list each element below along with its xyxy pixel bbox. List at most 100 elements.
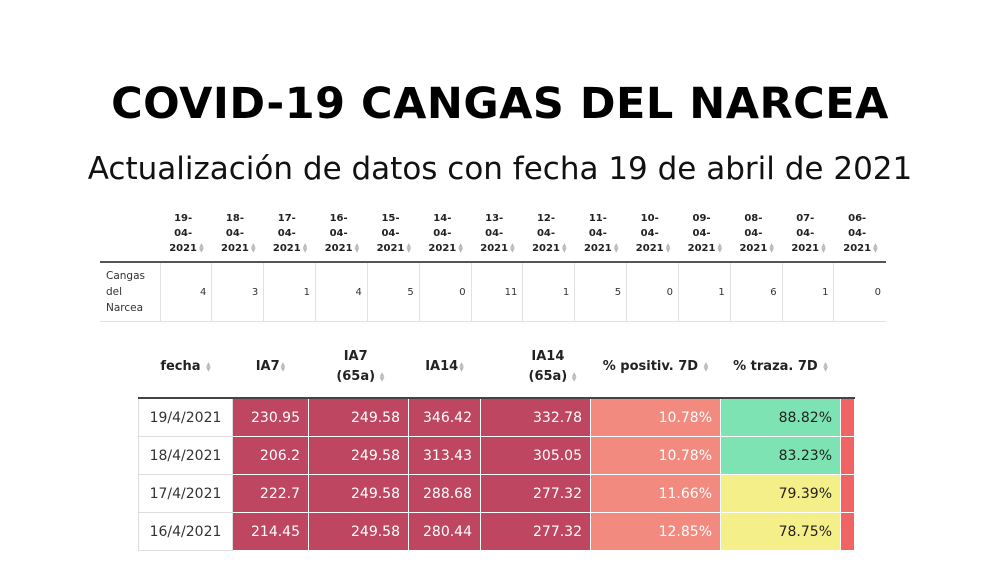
sort-arrows-icon[interactable]: ▲ ▼ (821, 241, 826, 254)
table-row: 16/4/2021 214.45 249.58 280.44 277.32 12… (138, 512, 855, 551)
sort-arrows-icon[interactable]: ▲ ▼ (354, 241, 360, 254)
header-ia7[interactable]: IA7▲ ▼ (232, 337, 309, 399)
fecha-cell: 19/4/2021 (138, 398, 233, 437)
date-label: 19-04-2021 (169, 212, 198, 254)
daily-cases-cell: 5 (367, 262, 420, 322)
header-label: IA7 (255, 359, 280, 374)
positiv-cell: 12.85% (590, 512, 721, 551)
edge-cell (840, 436, 855, 475)
daily-date-header[interactable]: 10-04-2021 ▲ ▼ (626, 205, 679, 263)
fecha-cell: 17/4/2021 (138, 474, 233, 513)
date-label: 13-04-2021 (480, 212, 509, 254)
sort-arrows-icon[interactable]: ▲ ▼ (458, 241, 463, 254)
daily-cases-cell: 4 (315, 262, 368, 322)
date-label: 15-04-2021 (376, 212, 405, 254)
ia7-cell: 230.95 (232, 398, 309, 437)
header-label: % traza. 7D (733, 359, 818, 374)
header-fecha[interactable]: fecha ▲ ▼ (138, 337, 233, 399)
daily-date-header[interactable]: 12-04-2021 ▲ ▼ (522, 205, 575, 263)
sort-arrows-icon[interactable]: ▲ ▼ (510, 241, 515, 254)
date-label: 09-04-2021 (687, 212, 716, 254)
sort-arrows-icon[interactable]: ▲ ▼ (302, 241, 308, 254)
sort-arrows-icon[interactable]: ▲ ▼ (717, 241, 723, 254)
daily-date-header[interactable]: 07-04-2021 ▲ ▼ (782, 205, 834, 263)
table-row: 18/4/2021 206.2 249.58 313.43 305.05 10.… (138, 436, 855, 475)
sort-arrows-icon[interactable]: ▲ ▼ (406, 241, 412, 254)
daily-date-header[interactable]: 08-04-2021 ▲ ▼ (730, 205, 783, 263)
daily-header-row: 19-04-2021 ▲ ▼ 18-04-2021 ▲ ▼ 17-04-2021 ▲ ▼ 1… (100, 205, 886, 263)
daily-date-header[interactable]: 19-04-2021 ▲ ▼ (160, 205, 212, 263)
daily-cases-cell: 1 (522, 262, 576, 322)
ia14-65-cell: 305.05 (480, 436, 591, 475)
sort-arrows-icon[interactable]: ▲ ▼ (250, 241, 256, 254)
ia14-65-cell: 332.78 (480, 398, 591, 437)
header-label: IA14 (425, 359, 459, 374)
page-title: COVID-19 CANGAS DEL NARCEA (111, 79, 889, 129)
ia7-65-cell: 249.58 (308, 474, 409, 513)
sort-arrows-icon[interactable]: ▲ ▼ (703, 360, 709, 373)
sort-arrows-icon[interactable]: ▲ ▼ (823, 360, 828, 373)
daily-date-header[interactable]: 11-04-2021 ▲ ▼ (574, 205, 627, 263)
daily-cases-cell: 5 (574, 262, 628, 322)
date-label: 17-04-2021 (272, 212, 301, 254)
edge-cell (840, 398, 855, 437)
sort-arrows-icon[interactable]: ▲ ▼ (562, 241, 567, 254)
edge-cell (840, 474, 855, 513)
date-label: 08-04-2021 (739, 212, 768, 254)
positiv-cell: 10.78% (590, 436, 721, 475)
sort-arrows-icon[interactable]: ▲ ▼ (571, 370, 577, 383)
ia14-cell: 346.42 (408, 398, 481, 437)
ia7-cell: 206.2 (232, 436, 309, 475)
header-ia7-65[interactable]: IA7 (65a) ▲ ▼ (308, 337, 409, 399)
traza-cell: 83.23% (720, 436, 841, 475)
date-label: 16-04-2021 (324, 212, 353, 254)
header-edge (840, 337, 855, 399)
ia7-65-cell: 249.58 (308, 512, 409, 551)
date-label: 18-04-2021 (221, 212, 249, 254)
sort-arrows-icon[interactable]: ▲ ▼ (206, 360, 211, 373)
sort-arrows-icon[interactable]: ▲ ▼ (665, 241, 671, 254)
date-label: 12-04-2021 (532, 212, 560, 254)
daily-date-header[interactable]: 18-04-2021 ▲ ▼ (211, 205, 264, 263)
sort-arrows-icon[interactable]: ▲ ▼ (873, 241, 878, 254)
daily-date-header[interactable]: 06-04-2021 ▲ ▼ (833, 205, 886, 263)
date-label: 10-04-2021 (635, 212, 664, 254)
header-ia14-65[interactable]: IA14 (65a) ▲ ▼ (480, 337, 591, 399)
daily-date-header[interactable]: 13-04-2021 ▲ ▼ (471, 205, 523, 263)
date-label: 11-04-2021 (583, 212, 612, 254)
sort-arrows-icon[interactable]: ▲ ▼ (613, 241, 619, 254)
table-row: Cangas del Narcea 4 3 1 4 5 0 11 1 5 0 1… (100, 262, 886, 322)
sort-arrows-icon[interactable]: ▲ ▼ (199, 241, 204, 254)
date-label: 07-04-2021 (791, 212, 820, 254)
sort-arrows-icon[interactable]: ▲ ▼ (769, 241, 775, 254)
daily-cases-cell: 1 (263, 262, 317, 322)
daily-date-header[interactable]: 09-04-2021 ▲ ▼ (678, 205, 731, 263)
daily-date-header[interactable]: 15-04-2021 ▲ ▼ (367, 205, 420, 263)
daily-cases-cell: 6 (730, 262, 783, 322)
fecha-cell: 18/4/2021 (138, 436, 233, 475)
ia7-65-cell: 249.58 (308, 436, 409, 475)
daily-header-corner (100, 205, 160, 263)
daily-date-header[interactable]: 17-04-2021 ▲ ▼ (263, 205, 316, 263)
daily-cases-cell: 1 (782, 262, 835, 322)
row-label: Cangas del Narcea (100, 262, 161, 322)
header-traza[interactable]: % traza. 7D ▲ ▼ (720, 337, 841, 399)
page-subtitle: Actualización de datos con fecha 19 de a… (87, 151, 913, 187)
daily-date-header[interactable]: 16-04-2021 ▲ ▼ (315, 205, 368, 263)
ia14-cell: 280.44 (408, 512, 481, 551)
daily-cases-cell: 0 (626, 262, 679, 322)
sort-arrows-icon[interactable]: ▲ ▼ (280, 360, 286, 373)
sort-arrows-icon[interactable]: ▲ ▼ (459, 360, 464, 373)
ia14-cell: 288.68 (408, 474, 481, 513)
daily-cases-cell: 11 (471, 262, 524, 322)
ia7-cell: 214.45 (232, 512, 309, 551)
header-positiv[interactable]: % positiv. 7D ▲ ▼ (590, 337, 721, 399)
daily-date-header[interactable]: 14-04-2021 ▲ ▼ (419, 205, 472, 263)
daily-cases-cell: 3 (211, 262, 265, 322)
header-label: IA7 (65a) (336, 349, 376, 384)
header-ia14[interactable]: IA14▲ ▼ (408, 337, 481, 399)
fecha-cell: 16/4/2021 (138, 512, 233, 551)
ia7-cell: 222.7 (232, 474, 309, 513)
sort-arrows-icon[interactable]: ▲ ▼ (379, 370, 385, 383)
table-row: 17/4/2021 222.7 249.58 288.68 277.32 11.… (138, 474, 855, 513)
